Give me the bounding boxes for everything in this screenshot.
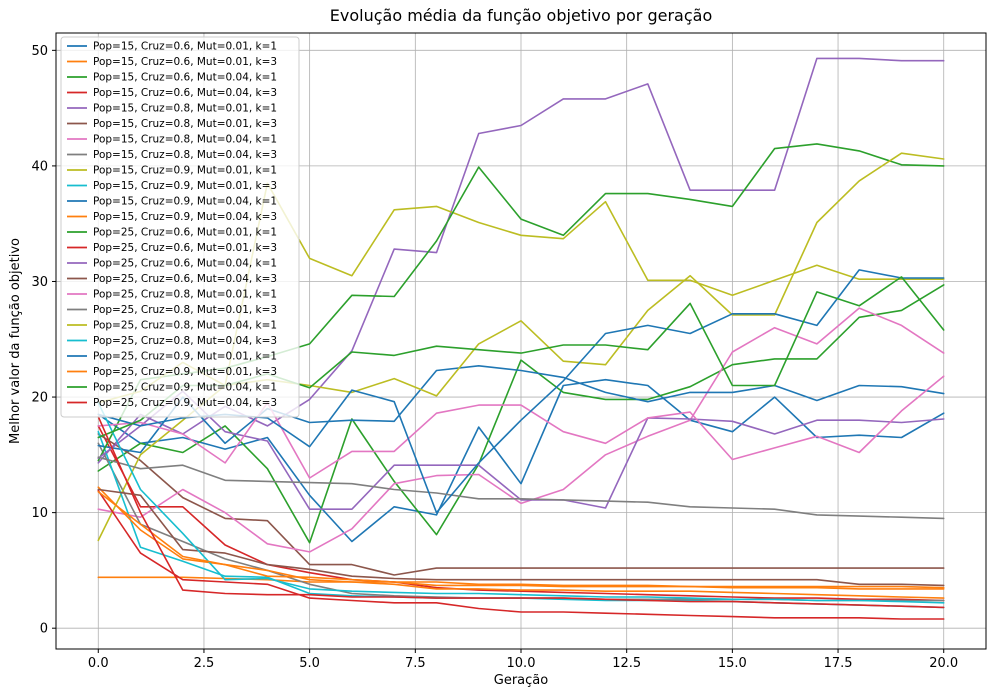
series-line-11 [97,364,945,454]
series-line-12 [97,486,945,590]
legend-label: Pop=25, Cruz=0.8, Mut=0.01, k=1 [93,289,277,301]
y-tick-label: 0 [40,622,48,637]
x-tick-label: 10.0 [507,656,536,671]
series-line-7 [97,307,945,553]
legend-label: Pop=15, Cruz=0.8, Mut=0.01, k=3 [93,118,277,130]
series-line-20 [97,401,945,604]
legend-label: Pop=15, Cruz=0.6, Mut=0.04, k=3 [93,87,277,99]
legend-label: Pop=15, Cruz=0.9, Mut=0.01, k=1 [93,165,277,177]
y-tick-label: 50 [31,44,48,59]
y-tick-label: 30 [31,275,48,290]
x-tick-label: 7.5 [405,656,426,671]
series-line-4 [97,425,945,602]
series-line-15 [97,390,945,511]
y-tick-label: 40 [31,159,48,174]
legend: Pop=15, Cruz=0.6, Mut=0.01, k=1 Pop=15, C… [60,36,300,418]
legend-label: Pop=25, Cruz=0.9, Mut=0.04, k=3 [93,397,277,409]
series-line-14 [97,489,945,620]
legend-label: Pop=25, Cruz=0.6, Mut=0.01, k=1 [93,227,277,239]
legend-label: Pop=25, Cruz=0.8, Mut=0.04, k=3 [93,335,277,347]
x-tick-label: 17.5 [824,656,853,671]
legend-label: Pop=25, Cruz=0.6, Mut=0.04, k=1 [93,258,277,270]
legend-label: Pop=15, Cruz=0.8, Mut=0.04, k=1 [93,134,277,146]
x-tick-label: 20.0 [929,656,958,671]
series-line-17 [97,375,945,479]
x-axis-label: Geração [494,673,548,688]
series-line-18 [97,456,945,520]
legend-label: Pop=25, Cruz=0.9, Mut=0.01, k=1 [93,351,277,363]
legend-label: Pop=25, Cruz=0.6, Mut=0.01, k=3 [93,242,277,254]
legend-label: Pop=25, Cruz=0.8, Mut=0.01, k=3 [93,304,277,316]
legend-label: Pop=15, Cruz=0.9, Mut=0.01, k=3 [93,180,277,192]
series-line-22 [97,490,945,599]
legend-label: Pop=25, Cruz=0.9, Mut=0.04, k=1 [93,382,277,394]
legend-label: Pop=25, Cruz=0.9, Mut=0.01, k=3 [93,366,277,378]
series-line-3 [97,284,945,544]
x-tick-label: 5.0 [299,656,320,671]
legend-label: Pop=15, Cruz=0.6, Mut=0.01, k=3 [93,56,277,68]
legend-label: Pop=15, Cruz=0.8, Mut=0.04, k=3 [93,149,277,161]
legend-box [60,36,300,418]
legend-label: Pop=15, Cruz=0.6, Mut=0.04, k=1 [93,72,277,84]
series-line-6 [97,433,945,576]
axis-ticks: 0.0 2.5 5.0 7.5 10.0 12.5 15.0 17.5 20.0 0 10 20 30 4… [31,44,958,671]
legend-label: Pop=15, Cruz=0.9, Mut=0.04, k=1 [93,196,277,208]
legend-label: Pop=15, Cruz=0.6, Mut=0.01, k=1 [93,41,277,53]
series-line-16 [97,488,945,587]
y-axis-label: Melhor valor da função objetivo [8,238,23,444]
x-tick-label: 2.5 [194,656,215,671]
legend-label: Pop=25, Cruz=0.8, Mut=0.04, k=1 [93,320,277,332]
legend-label: Pop=25, Cruz=0.6, Mut=0.04, k=3 [93,273,277,285]
y-tick-label: 20 [31,391,48,406]
legend-label: Pop=15, Cruz=0.8, Mut=0.01, k=1 [93,103,277,115]
y-tick-label: 10 [31,506,48,521]
x-tick-label: 0.0 [88,656,109,671]
chart-title: Evolução média da função objetivo por ge… [330,6,712,25]
series-line-24 [97,415,945,609]
x-tick-label: 12.5 [612,656,641,671]
legend-label: Pop=15, Cruz=0.9, Mut=0.04, k=3 [93,211,277,223]
series-lines [97,57,945,620]
x-tick-label: 15.0 [718,656,747,671]
